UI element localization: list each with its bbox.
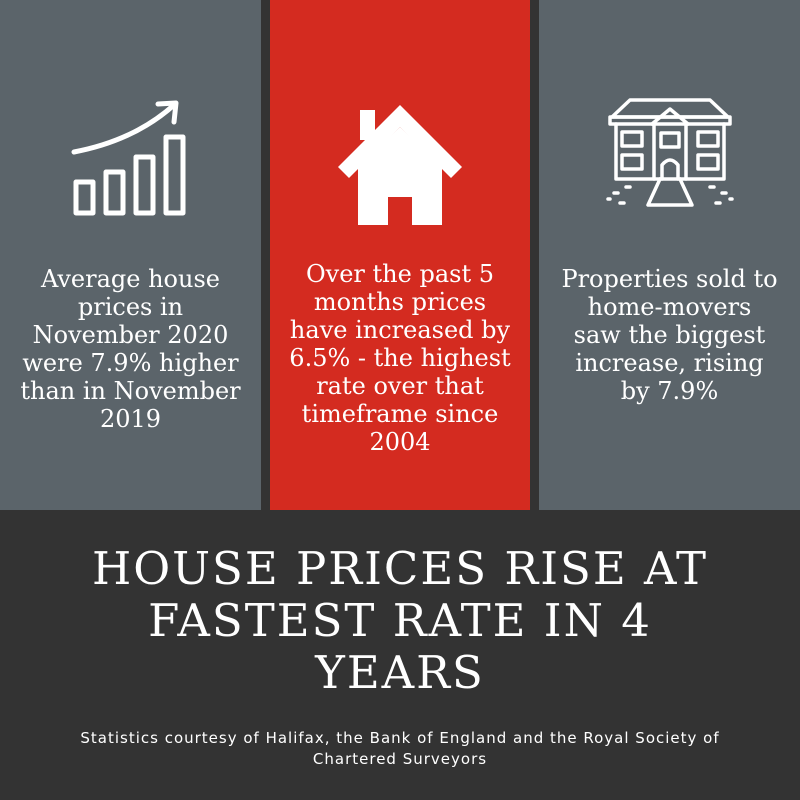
house-icon [270,95,530,235]
rising-bar-chart-icon [0,95,261,235]
headline: HOUSE PRICES RISE AT FASTEST RATE IN 4 Y… [91,542,709,699]
source-credits: Statistics courtesy of Halifax, the Bank… [80,729,720,768]
stat-text-annual-increase: Average house prices in November 2020 we… [20,265,241,433]
stat-panel-center: Over the past 5 months prices have incre… [270,0,530,510]
stat-text-home-movers: Properties sold to home-movers saw the b… [561,265,778,405]
stat-panel-left: Average house prices in November 2020 we… [0,0,261,510]
mansion-icon [539,95,800,235]
stat-text-five-month-increase: Over the past 5 months prices have incre… [289,260,511,456]
stat-panel-right: Properties sold to home-movers saw the b… [539,0,800,510]
